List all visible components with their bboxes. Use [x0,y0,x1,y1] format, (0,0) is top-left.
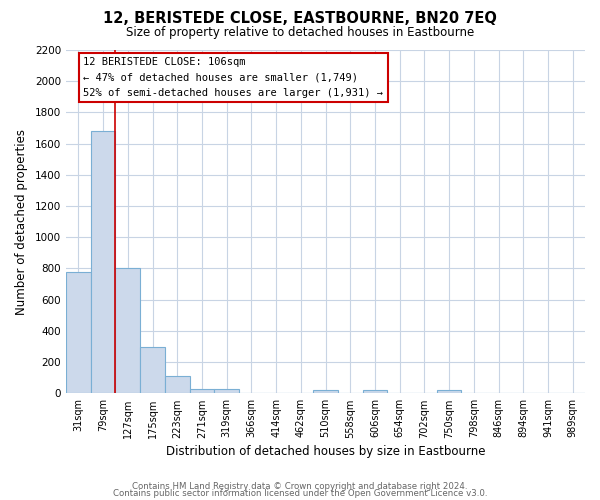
Bar [91,131,115,394]
Bar [190,388,214,394]
Bar [165,376,190,394]
Bar [66,272,91,394]
Bar [214,390,239,394]
Bar [437,390,461,394]
Bar [362,390,388,394]
Text: Contains public sector information licensed under the Open Government Licence v3: Contains public sector information licen… [113,490,487,498]
Y-axis label: Number of detached properties: Number of detached properties [15,128,28,314]
Bar [140,348,165,394]
Bar [115,268,140,394]
Text: 12, BERISTEDE CLOSE, EASTBOURNE, BN20 7EQ: 12, BERISTEDE CLOSE, EASTBOURNE, BN20 7E… [103,11,497,26]
Text: Size of property relative to detached houses in Eastbourne: Size of property relative to detached ho… [126,26,474,39]
X-axis label: Distribution of detached houses by size in Eastbourne: Distribution of detached houses by size … [166,444,485,458]
Text: 12 BERISTEDE CLOSE: 106sqm
← 47% of detached houses are smaller (1,749)
52% of s: 12 BERISTEDE CLOSE: 106sqm ← 47% of deta… [83,57,383,98]
Text: Contains HM Land Registry data © Crown copyright and database right 2024.: Contains HM Land Registry data © Crown c… [132,482,468,491]
Bar [313,390,338,394]
